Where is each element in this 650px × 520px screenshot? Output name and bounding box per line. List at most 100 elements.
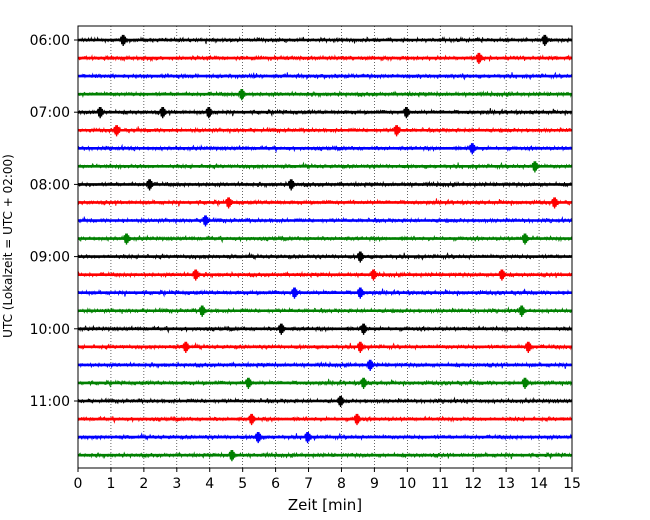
- seismic-event: [366, 359, 378, 371]
- seismic-event: [468, 143, 480, 155]
- trace-noise: [77, 432, 572, 442]
- seismic-event: [353, 413, 365, 426]
- x-tick-label: 4: [205, 476, 214, 492]
- trace-noise: [77, 161, 572, 171]
- seismic-event: [550, 197, 562, 209]
- x-tick-label: 5: [238, 476, 247, 492]
- seismic-event: [159, 107, 170, 119]
- y-tick-label: 06:00: [30, 33, 70, 49]
- seismic-trace: [77, 161, 572, 173]
- seismic-trace: [77, 450, 572, 462]
- seismic-event: [182, 341, 193, 353]
- seismic-event: [359, 377, 371, 389]
- seismic-event: [531, 161, 542, 173]
- trace-noise: [77, 198, 572, 208]
- trace-noise: [77, 71, 572, 81]
- x-tick-label: 6: [271, 476, 280, 492]
- seismic-trace: [77, 395, 572, 408]
- seismic-event: [402, 107, 414, 119]
- seismic-event: [198, 305, 210, 317]
- seismic-trace: [77, 143, 572, 155]
- y-tick-label: 07:00: [30, 105, 70, 121]
- seismic-trace: [77, 287, 572, 299]
- seismic-trace: [77, 431, 572, 444]
- x-axis-label: Zeit [min]: [288, 496, 362, 514]
- seismic-event: [191, 269, 203, 281]
- trace-noise: [77, 451, 572, 460]
- trace-noise: [77, 215, 572, 225]
- seismic-event: [277, 323, 289, 335]
- trace-noise: [77, 324, 572, 334]
- seismic-event: [247, 413, 259, 426]
- trace-noise: [77, 306, 572, 315]
- trace-noise: [77, 234, 572, 244]
- seismic-event: [356, 251, 368, 263]
- trace-noise: [77, 415, 572, 424]
- seismic-event: [290, 287, 302, 299]
- x-tick-label: 12: [464, 476, 482, 492]
- seismic-trace: [77, 89, 572, 101]
- seismic-trace: [77, 377, 572, 389]
- seismic-event: [369, 269, 381, 281]
- trace-noise: [77, 396, 572, 405]
- y-tick-label: 09:00: [30, 250, 70, 266]
- x-tick-label: 13: [497, 476, 515, 492]
- x-tick-label: 11: [431, 476, 449, 492]
- trace-noise: [77, 378, 572, 388]
- seismic-trace: [77, 34, 572, 47]
- y-tick-label: 11:00: [30, 394, 70, 410]
- seismic-event: [303, 431, 315, 444]
- seismic-trace: [77, 269, 572, 281]
- seismic-event: [521, 377, 533, 389]
- seismic-trace: [77, 359, 572, 371]
- trace-noise: [77, 36, 572, 45]
- seismic-trace: [77, 179, 572, 191]
- seismic-event: [96, 107, 108, 119]
- seismic-event: [524, 341, 536, 353]
- y-axis-label: UTC (Lokalzeit = UTC + 02:00): [1, 154, 15, 338]
- y-axis: 06:00 07:00 08:00 09:00 10:00 11:00: [30, 33, 78, 410]
- seismic-event: [359, 323, 371, 335]
- seismic-trace: [77, 52, 572, 65]
- seismic-event: [205, 107, 216, 119]
- x-tick-label: 3: [172, 476, 181, 492]
- seismic-event: [224, 197, 236, 209]
- seismic-event: [287, 179, 299, 191]
- traces: [77, 34, 572, 462]
- seismic-trace: [77, 305, 572, 317]
- seismic-event: [541, 34, 552, 47]
- seismic-event: [517, 305, 529, 317]
- trace-noise: [77, 126, 572, 134]
- seismic-event: [228, 450, 239, 462]
- x-tick-label: 2: [139, 476, 148, 492]
- seismic-event: [244, 377, 256, 389]
- seismic-event: [201, 215, 213, 227]
- seismic-event: [521, 233, 533, 245]
- x-tick-label: 0: [74, 476, 83, 492]
- trace-noise: [77, 342, 572, 352]
- trace-noise: [77, 288, 572, 298]
- trace-noise: [77, 270, 572, 279]
- seismic-event: [112, 125, 124, 137]
- seismic-trace: [77, 323, 572, 335]
- seismic-trace: [77, 413, 572, 426]
- seismic-event: [475, 52, 486, 65]
- seismic-trace: [77, 197, 572, 209]
- seismic-trace: [77, 125, 572, 137]
- seismic-trace: [77, 233, 572, 245]
- trace-noise: [77, 180, 572, 189]
- plot-frame: [77, 25, 573, 469]
- x-tick-label: 14: [530, 476, 548, 492]
- seismic-trace: [77, 215, 572, 227]
- seismic-event: [145, 179, 157, 191]
- x-tick-label: 8: [337, 476, 346, 492]
- trace-noise: [77, 54, 572, 63]
- y-tick-label: 10:00: [30, 322, 70, 338]
- y-tick-label: 08:00: [30, 177, 70, 193]
- seismic-event: [254, 431, 266, 444]
- seismic-event: [336, 395, 348, 408]
- seismic-trace: [77, 251, 572, 263]
- x-tick-label: 7: [304, 476, 313, 492]
